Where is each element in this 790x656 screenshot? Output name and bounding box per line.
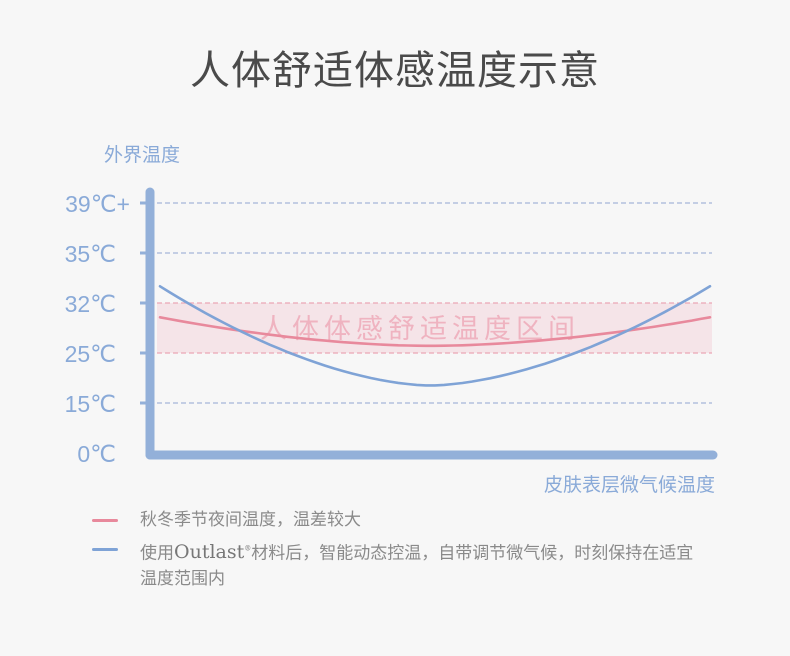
legend-item-outlast: 使用Outlast®材料后，智能动态控温，自带调节微气候，时刻保持在适宜温度范围…	[92, 536, 700, 592]
series-line-night	[158, 316, 712, 348]
legend-pre: 使用	[140, 543, 174, 564]
y-tick-label: 15℃	[65, 391, 116, 417]
y-tick-label: 0℃	[77, 441, 116, 467]
y-tick-label: 25℃	[65, 341, 116, 367]
page-title: 人体舒适体感温度示意	[190, 48, 600, 94]
x-axis-label: 皮肤表层微气候温度	[543, 474, 715, 496]
legend-item-night: 秋冬季节夜间温度，温差较大	[92, 507, 700, 533]
legend-text: 秋冬季节夜间温度，温差较大	[140, 510, 361, 530]
y-axis-label: 外界温度	[104, 144, 181, 166]
legend-swatch-blue	[92, 548, 118, 551]
legend-text: 使用Outlast®材料后，智能动态控温，自带调节微气候，时刻保持在适宜温度范围…	[140, 536, 700, 592]
legend-post: 材料后，智能动态控温，自带调节微气候，时刻保持在适宜温度范围内	[140, 543, 694, 590]
outlast-logo: Outlast®	[174, 541, 252, 564]
y-tick-label: 35℃	[65, 241, 116, 267]
series-line-outlast	[158, 285, 712, 387]
y-tick-label: 32℃	[65, 291, 116, 317]
legend-swatch-pink	[92, 519, 118, 522]
y-tick-label: 39℃+	[65, 191, 130, 217]
brand-name: Outlast	[174, 541, 245, 564]
